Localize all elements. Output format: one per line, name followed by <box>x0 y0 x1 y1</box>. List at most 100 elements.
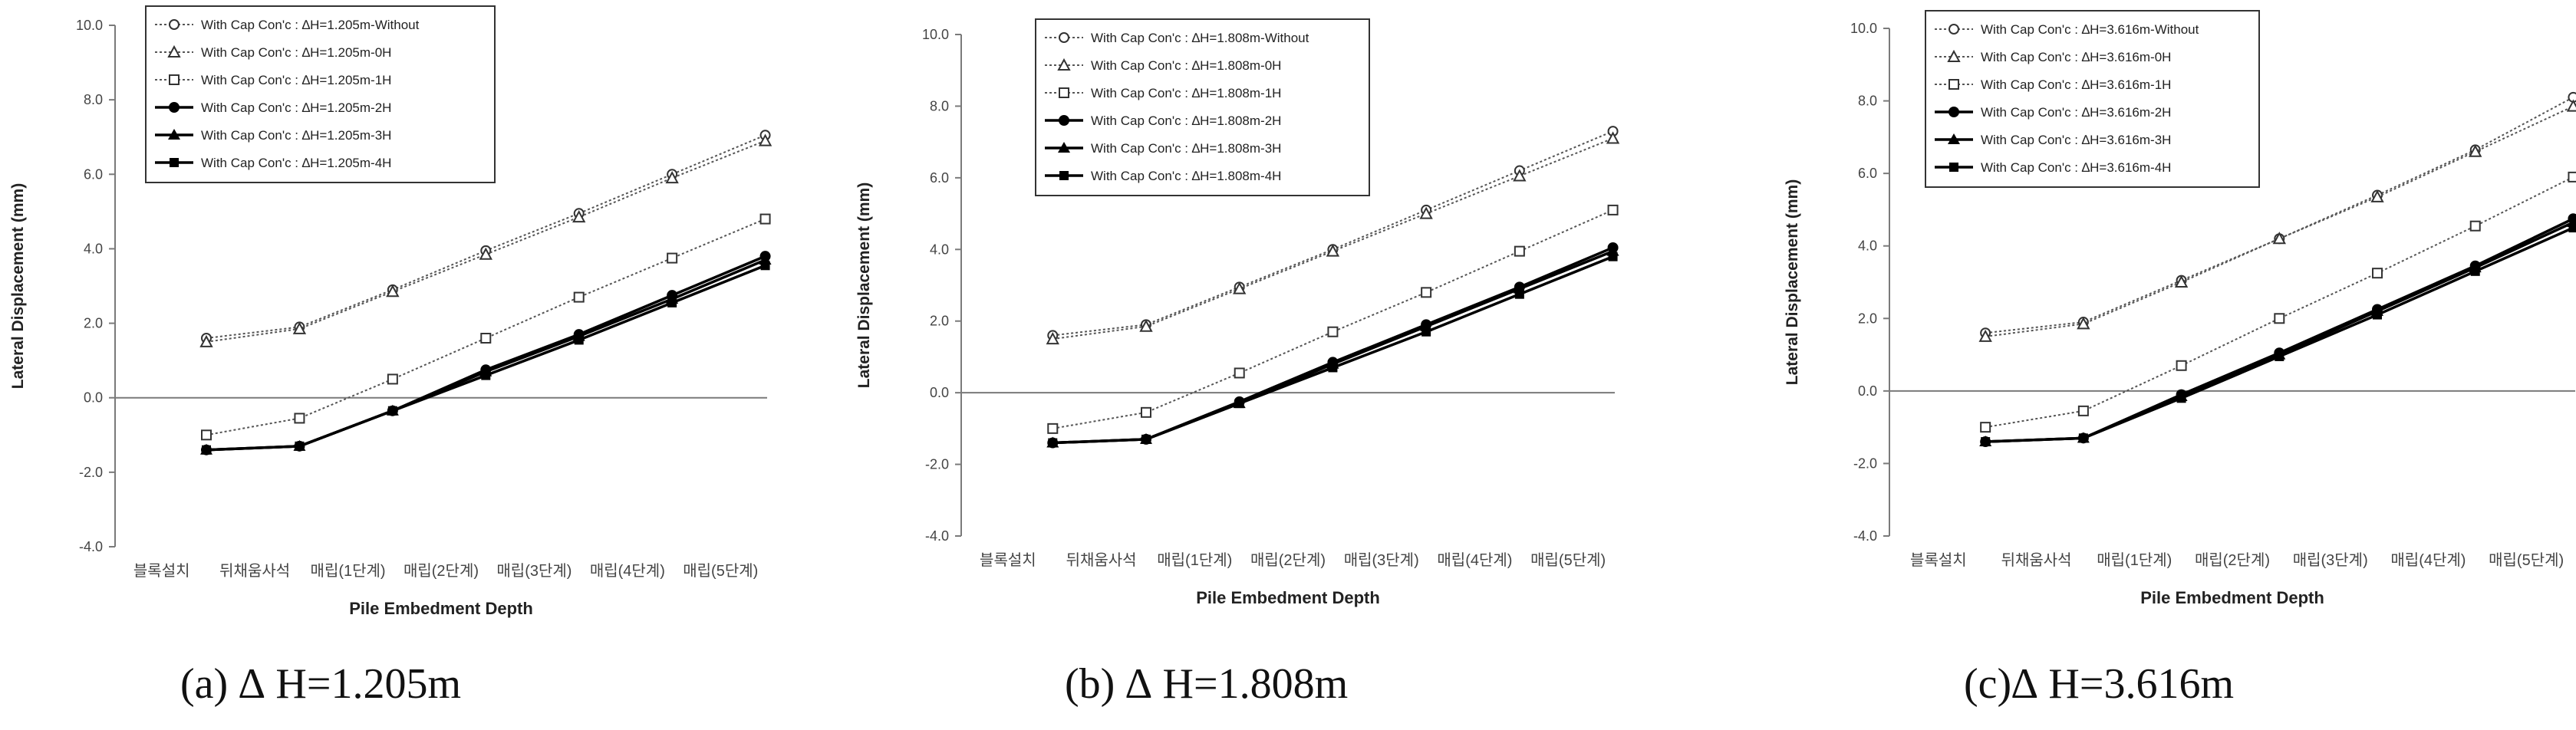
x-tick-label: 뒤채움사석 <box>2001 551 2072 569</box>
x-tick-label: 매립(1단계) <box>2097 551 2172 569</box>
data-point <box>1048 438 1058 448</box>
series-2 <box>1978 99 2576 342</box>
series-line <box>1052 209 1613 429</box>
legend-marker <box>1059 87 1069 98</box>
data-point <box>2372 268 2383 279</box>
data-point <box>2470 266 2480 276</box>
data-point <box>2370 189 2384 202</box>
data-point <box>759 213 771 225</box>
y-tick-label: 2.0 <box>84 316 103 331</box>
x-axis-title: Pile Embedment Depth <box>2140 588 2324 607</box>
series-5 <box>1046 245 1619 448</box>
data-point <box>1606 131 1620 144</box>
data-point <box>760 261 770 271</box>
series-4 <box>1980 213 2576 448</box>
y-axis-title: Lateral Displacement (mm) <box>855 182 873 388</box>
x-tick-label: 뒤채움사석 <box>219 562 290 580</box>
legend-label: With Cap Con'c : ∆H=1.205m-3H <box>201 128 391 143</box>
data-point <box>2566 99 2576 112</box>
legend-label: With Cap Con'c : ∆H=3.616m-0H <box>1981 50 2171 64</box>
legend: With Cap Con'c : ∆H=1.808m-Without With C… <box>1035 18 1370 196</box>
legend-marker <box>168 129 180 140</box>
data-point <box>1608 252 1618 261</box>
data-point <box>1233 281 1247 294</box>
y-tick-label: -4.0 <box>925 528 949 544</box>
y-tick-label: 6.0 <box>930 170 949 186</box>
panel-caption: (c)∆ H=3.616m <box>1964 660 2234 708</box>
chart-panel-2: -4.0 -2.0 0.0 2.0 4.0 6.0 8.0 10.0 블록설치 뒤채움사석 매립(1… <box>855 18 1620 708</box>
y-tick-label: -2.0 <box>925 457 949 472</box>
legend-entry: With Cap Con'c : ∆H=1.808m-4H <box>1045 169 1281 183</box>
data-point <box>1421 327 1431 337</box>
x-tick-label: 매립(2단계) <box>404 562 479 580</box>
legend-label: With Cap Con'c : ∆H=1.205m-1H <box>201 73 391 87</box>
data-point <box>2568 91 2576 103</box>
data-point <box>574 335 584 345</box>
data-point <box>2275 351 2284 361</box>
x-tick-label: 매립(4단계) <box>2390 551 2466 569</box>
y-tick-label: 4.0 <box>1858 238 1877 254</box>
data-point <box>667 298 677 307</box>
legend-marker <box>1947 49 1961 62</box>
y-tick-label: 2.0 <box>930 314 949 329</box>
data-point <box>2077 317 2090 330</box>
legend-entry: With Cap Con'c : ∆H=3.616m-Without <box>1935 22 2199 37</box>
legend-marker <box>1949 163 1958 172</box>
panel-caption: (a) ∆ H=1.205m <box>180 660 461 708</box>
data-point <box>386 284 400 298</box>
data-point <box>667 252 678 264</box>
legend-entry: With Cap Con'c : ∆H=3.616m-1H <box>1935 77 2171 92</box>
x-tick-label: 매립(4단계) <box>1437 551 1512 569</box>
legend-label: With Cap Con'c : ∆H=3.616m-1H <box>1981 77 2171 92</box>
y-tick-label: 6.0 <box>1858 166 1877 181</box>
legend-label: With Cap Con'c : ∆H=1.808m-0H <box>1091 58 1281 73</box>
legend-marker <box>1059 171 1069 180</box>
x-tick-label: 뒤채움사석 <box>1066 551 1137 569</box>
x-tick-label: 매립(5단계) <box>683 562 758 580</box>
data-point <box>1234 367 1245 379</box>
series-3 <box>1047 204 1619 434</box>
legend-label: With Cap Con'c : ∆H=3.616m-2H <box>1981 105 2171 120</box>
series-line <box>1985 221 2574 443</box>
x-tick-label: 매립(1단계) <box>1157 551 1232 569</box>
data-point <box>573 291 585 303</box>
data-point <box>1328 363 1338 373</box>
series-line <box>206 264 766 452</box>
data-point <box>1140 406 1151 418</box>
x-axis-title: Pile Embedment Depth <box>349 599 533 618</box>
y-tick-label: 8.0 <box>84 92 103 107</box>
data-point <box>1139 319 1153 332</box>
data-point <box>2469 144 2482 157</box>
y-tick-label: 0.0 <box>1858 383 1877 399</box>
x-tick-label: 매립(1단계) <box>311 562 386 580</box>
series-5 <box>200 254 772 455</box>
legend-marker <box>169 19 180 30</box>
series-6 <box>1981 223 2576 447</box>
legend-entry: With Cap Con'c : ∆H=1.205m-2H <box>155 100 391 115</box>
y-tick-label: 2.0 <box>1858 311 1877 326</box>
legend-entry: With Cap Con'c : ∆H=3.616m-3H <box>1935 133 2171 147</box>
legend-label: With Cap Con'c : ∆H=1.205m-2H <box>201 100 391 115</box>
data-point <box>1421 287 1432 298</box>
data-point <box>387 406 397 416</box>
series-line <box>1985 217 2574 443</box>
data-point <box>199 334 213 347</box>
data-point <box>1514 245 1525 257</box>
data-point <box>480 333 492 344</box>
data-point <box>1327 326 1339 337</box>
series-6 <box>202 261 770 455</box>
series-4 <box>201 251 771 455</box>
legend-label: With Cap Con'c : ∆H=3.616m-3H <box>1981 133 2171 147</box>
y-axis-title: Lateral Displacement (mm) <box>9 183 27 389</box>
x-tick-label: 블록설치 <box>980 551 1036 569</box>
legend-box <box>1925 10 2260 188</box>
y-axis-title: Lateral Displacement (mm) <box>1784 179 1801 385</box>
data-point <box>2174 275 2189 288</box>
y-tick-label: 8.0 <box>930 98 949 113</box>
legend-marker <box>1948 133 1960 144</box>
legend-entry: With Cap Con'c : ∆H=3.616m-2H <box>1935 105 2171 120</box>
x-tick-label: 매립(3단계) <box>2293 551 2368 569</box>
y-tick-label: -2.0 <box>79 465 103 480</box>
x-tick-label: 매립(2단계) <box>1250 551 1326 569</box>
legend-entry: With Cap Con'c : ∆H=3.616m-0H <box>1935 49 2171 64</box>
